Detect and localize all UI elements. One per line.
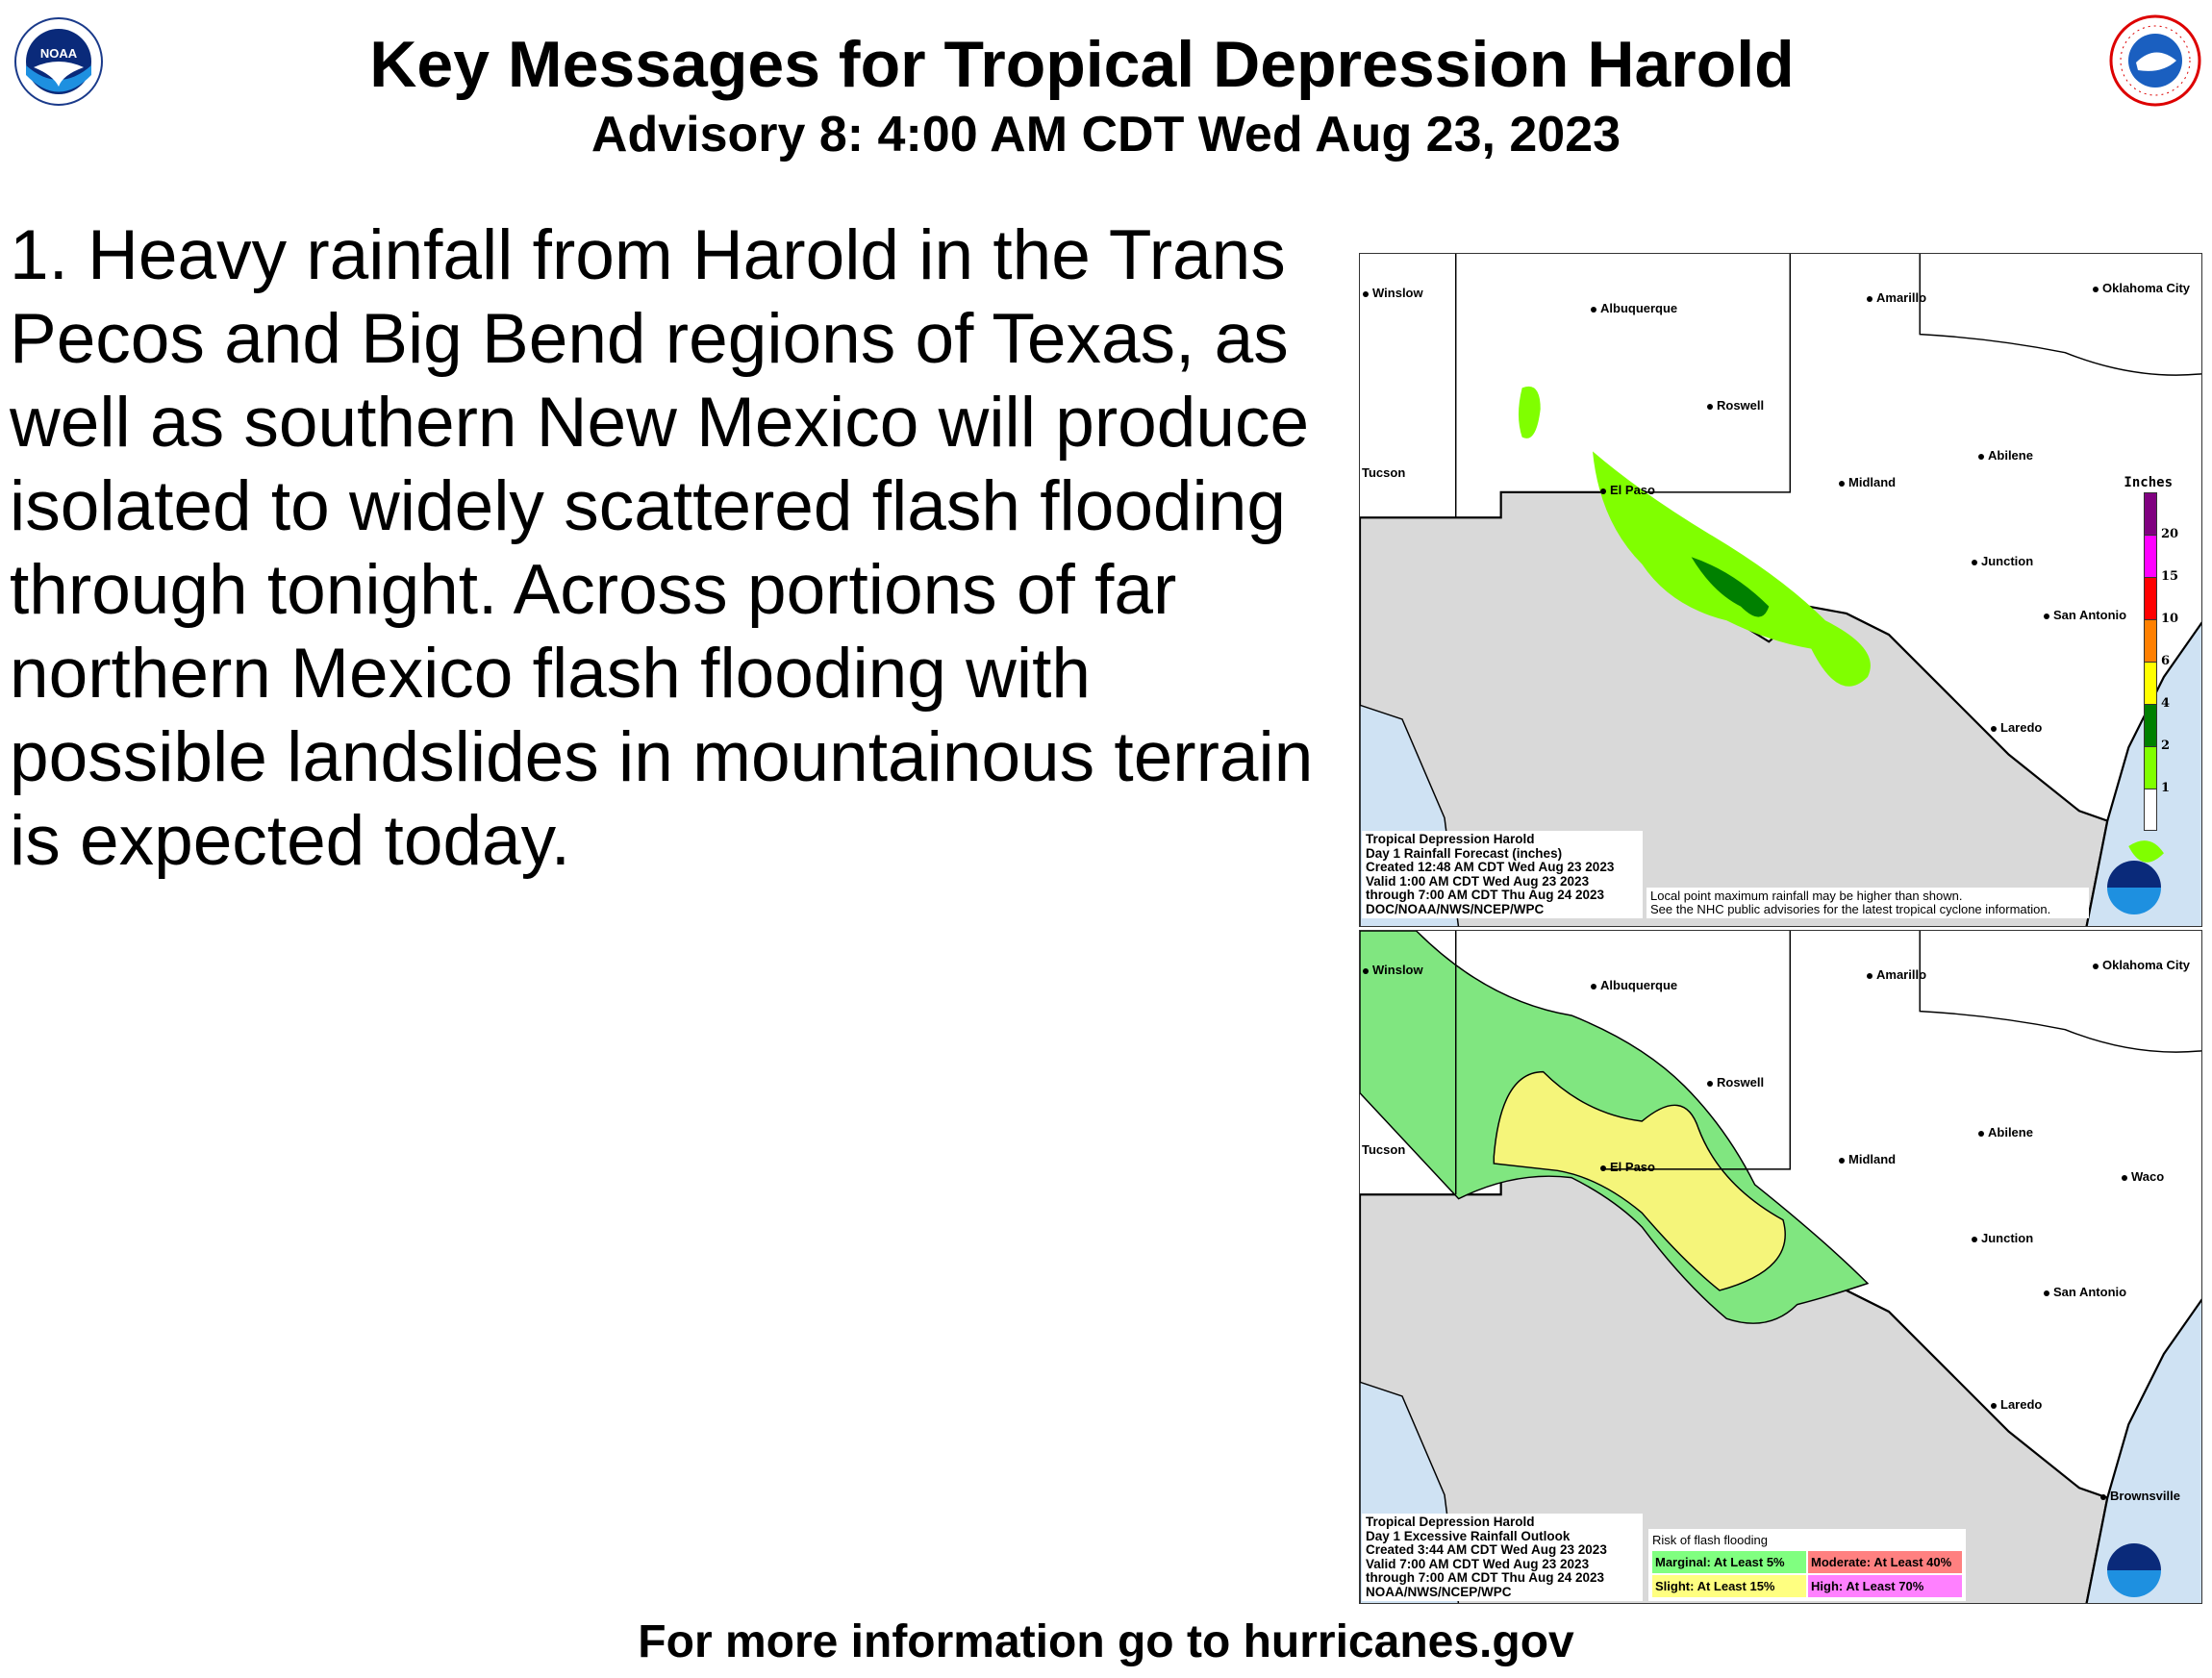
ero-legend-title: Risk of flash flooding — [1652, 1533, 1768, 1547]
city-label: Waco — [2122, 1169, 2164, 1184]
city-label: Midland — [1839, 1152, 1896, 1166]
city-label: Roswell — [1707, 1075, 1764, 1089]
city-label: Brownsville — [2100, 1489, 2180, 1503]
legend-title: Inches — [2124, 475, 2173, 490]
city-label: El Paso — [1600, 1160, 1655, 1174]
city-label: Amarillo — [1867, 967, 1926, 982]
city-label: Winslow — [1363, 963, 1423, 977]
city-label: Albuquerque — [1591, 301, 1677, 315]
city-label: San Antonio — [2044, 1285, 2126, 1299]
legend-label: 1 — [2161, 781, 2171, 795]
ero-caption: Tropical Depression Harold Day 1 Excessiv… — [1362, 1514, 1643, 1601]
rainfall-color-legend: 20 15 10 6 4 2 1 — [2144, 492, 2178, 831]
legend-label: 6 — [2161, 654, 2171, 668]
city-label: Junction — [1972, 1231, 2033, 1245]
legend-label: 20 — [2161, 527, 2179, 541]
legend-swatch — [2144, 789, 2157, 831]
legend-swatch — [2144, 492, 2157, 535]
legend-label: 15 — [2161, 569, 2179, 584]
legend-slight: Slight: At Least 15% — [1652, 1575, 1806, 1597]
legend-marginal: Marginal: At Least 5% — [1652, 1551, 1806, 1573]
noaa-logo-small — [2107, 861, 2161, 914]
legend-label: 2 — [2161, 739, 2171, 753]
svg-text:NOAA: NOAA — [40, 46, 78, 61]
rainfall-caption: Tropical Depression Harold Day 1 Rainfall… — [1362, 831, 1643, 918]
rainfall-map-graphic — [1360, 254, 2201, 926]
legend-label: 4 — [2161, 696, 2171, 711]
excessive-rainfall-outlook-map: Winslow Albuquerque Amarillo Oklahoma Ci… — [1359, 930, 2202, 1604]
city-label: Abilene — [1978, 448, 2033, 463]
noaa-logo-small — [2107, 1543, 2161, 1597]
city-label: Junction — [1972, 554, 2033, 568]
city-label: Albuquerque — [1591, 978, 1677, 992]
city-label: Amarillo — [1867, 290, 1926, 305]
legend-label: 10 — [2161, 612, 2179, 626]
footer-link-text: For more information go to hurricanes.go… — [638, 1616, 1574, 1667]
city-label: Tucson — [1362, 1142, 1406, 1157]
city-label: Abilene — [1978, 1125, 2033, 1140]
city-label: Midland — [1839, 475, 1896, 489]
city-label: Roswell — [1707, 398, 1764, 413]
legend-swatch — [2144, 535, 2157, 577]
page-title: Key Messages for Tropical Depression Har… — [369, 28, 1795, 101]
rainfall-forecast-map: Winslow Albuquerque Amarillo Oklahoma Ci… — [1359, 253, 2202, 927]
legend-swatch — [2144, 746, 2157, 789]
key-message-1: 1. Heavy rainfall from Harold in the Tra… — [10, 216, 1314, 880]
city-label: San Antonio — [2044, 608, 2126, 622]
legend-high: High: At Least 70% — [1808, 1575, 1962, 1597]
city-label: El Paso — [1600, 483, 1655, 497]
city-label: Oklahoma City — [2093, 958, 2190, 972]
ero-legend: Risk of flash flooding Marginal: At Leas… — [1648, 1529, 1966, 1601]
advisory-subtitle: Advisory 8: 4:00 AM CDT Wed Aug 23, 2023 — [591, 107, 1621, 163]
rainfall-note: Local point maximum rainfall may be high… — [1646, 888, 2089, 918]
city-label: Winslow — [1363, 286, 1423, 300]
city-label: Laredo — [1991, 1397, 2042, 1412]
legend-swatch — [2144, 704, 2157, 746]
ero-map-graphic — [1360, 931, 2201, 1603]
nws-logo — [2109, 14, 2202, 108]
city-label: Oklahoma City — [2093, 281, 2190, 295]
city-label: Laredo — [1991, 720, 2042, 735]
legend-swatch — [2144, 662, 2157, 704]
city-label: Tucson — [1362, 465, 1406, 480]
legend-swatch — [2144, 577, 2157, 619]
legend-moderate: Moderate: At Least 40% — [1808, 1551, 1962, 1573]
legend-swatch — [2144, 619, 2157, 662]
noaa-logo: NOAA — [14, 17, 103, 106]
